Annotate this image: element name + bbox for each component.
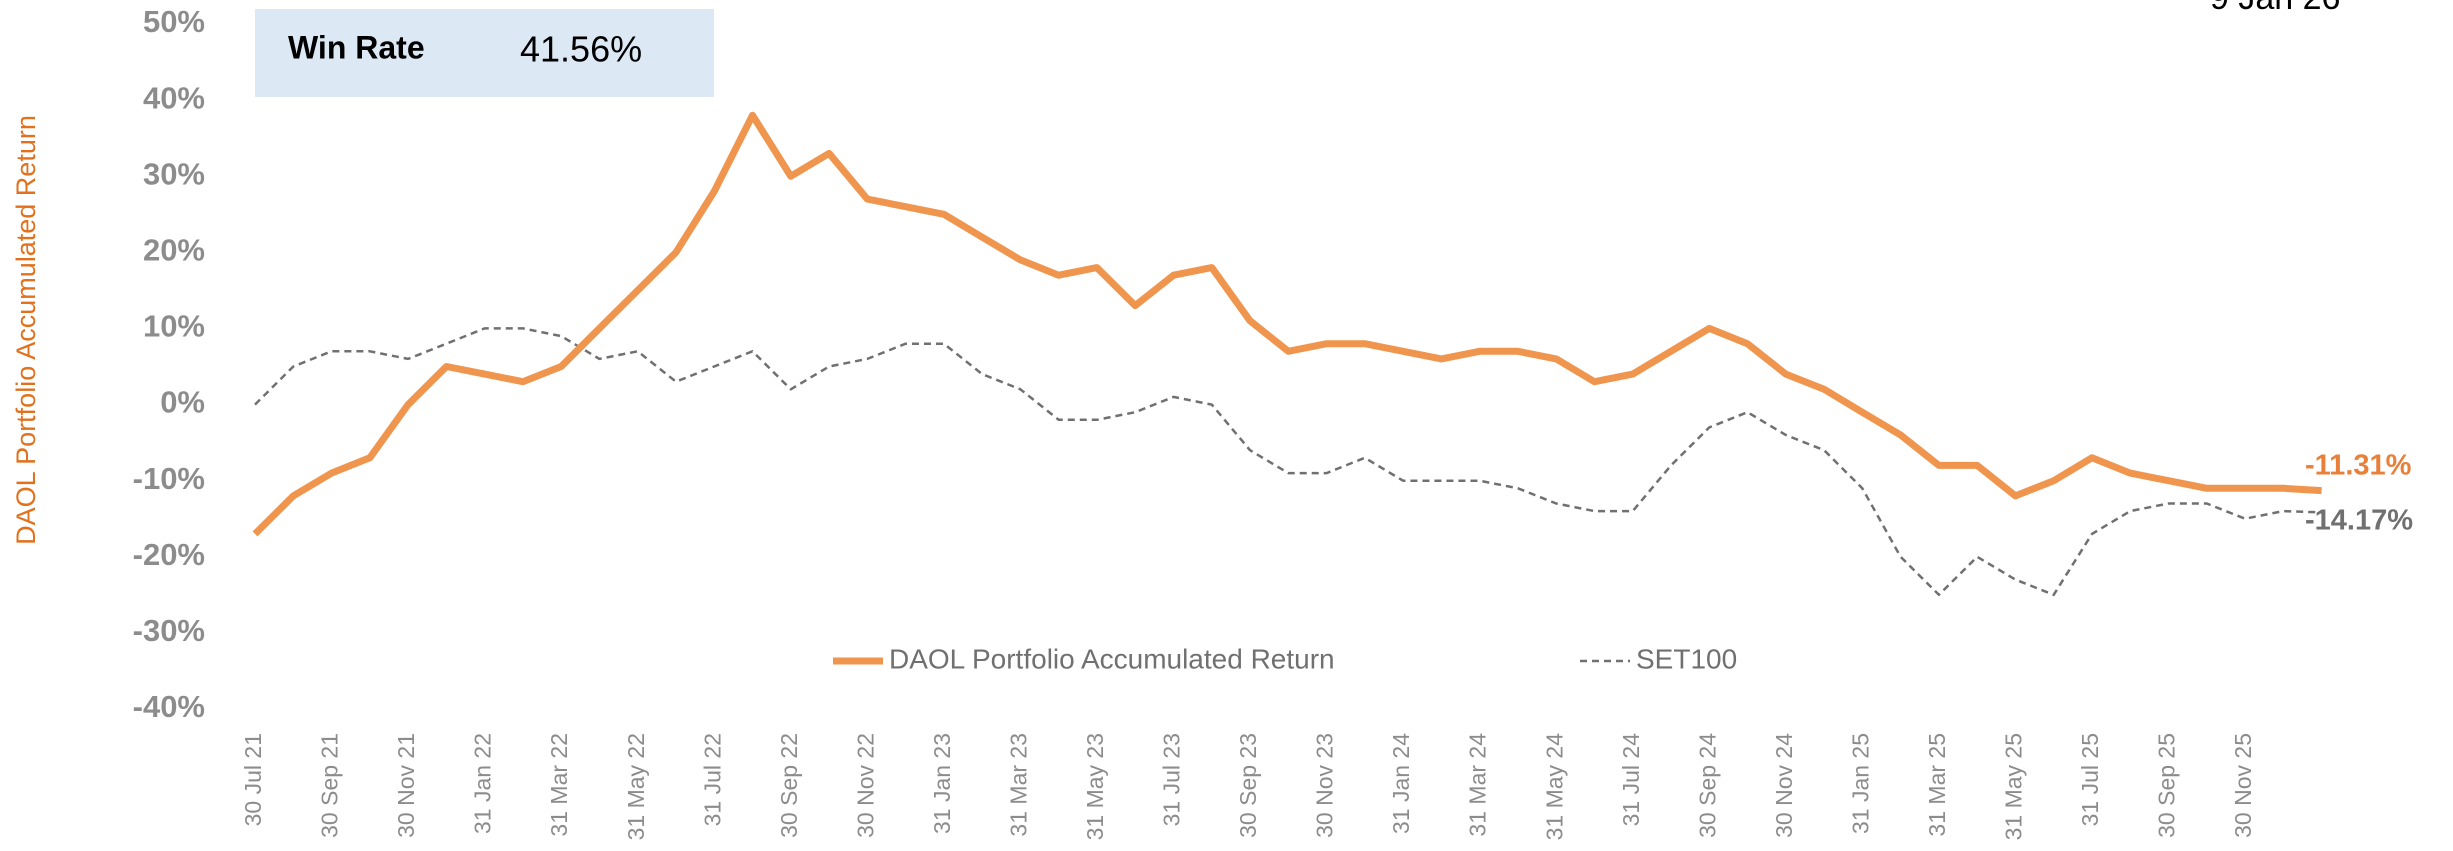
y-axis-title: DAOL Portfolio Accumulated Return — [11, 115, 41, 545]
series-line — [252, 111, 2322, 537]
x-tick-label: 30 Sep 24 — [1694, 733, 1720, 838]
x-tick-label: 31 May 23 — [1082, 733, 1108, 840]
x-tick-label: 31 May 25 — [2000, 733, 2026, 840]
x-tick-label: 30 Sep 23 — [1235, 733, 1261, 838]
legend-label: DAOL Portfolio Accumulated Return — [889, 643, 1335, 674]
end-label: -14.17% — [2305, 505, 2413, 537]
x-tick-label: 31 May 22 — [623, 733, 649, 840]
y-tick-label: 50% — [143, 4, 205, 39]
end-label: -11.31% — [2305, 450, 2412, 482]
x-tick-label: 31 Mar 23 — [1005, 733, 1031, 837]
x-tick-label: 30 Nov 25 — [2230, 733, 2256, 838]
x-tick-label: 31 Jul 23 — [1159, 733, 1185, 826]
y-tick-label: -10% — [133, 461, 205, 496]
y-tick-label: 0% — [160, 385, 205, 420]
x-tick-label: 31 Jul 22 — [699, 733, 725, 826]
x-tick-label: 30 Sep 25 — [2154, 733, 2180, 838]
x-tick-label: 31 Jul 25 — [2077, 733, 2103, 826]
y-tick-label: -30% — [133, 613, 205, 648]
y-tick-label: -20% — [133, 537, 205, 572]
x-tick-label: 31 Jan 25 — [1847, 733, 1873, 834]
x-tick-label: 30 Nov 24 — [1771, 733, 1797, 838]
series-line — [254, 327, 2322, 597]
x-tick-label: 31 Mar 25 — [1924, 733, 1950, 837]
x-tick-label: 31 Mar 22 — [546, 733, 572, 837]
x-tick-label: 31 Mar 24 — [1465, 733, 1491, 837]
x-tick-label: 31 May 24 — [1541, 733, 1567, 841]
x-tick-label: 30 Jul 21 — [240, 733, 266, 826]
x-tick-label: 31 Jan 24 — [1388, 733, 1414, 834]
x-tick-label: 31 Jul 24 — [1618, 733, 1644, 827]
legend-label: SET100 — [1636, 643, 1737, 674]
y-tick-label: -40% — [133, 689, 205, 724]
y-tick-label: 40% — [143, 80, 205, 115]
x-tick-label: 30 Sep 21 — [317, 733, 343, 838]
y-tick-label: 20% — [143, 233, 205, 268]
y-tick-label: 10% — [143, 309, 205, 344]
x-tick-label: 30 Nov 22 — [852, 733, 878, 838]
x-tick-label: 30 Sep 22 — [776, 733, 802, 838]
y-tick-label: 30% — [143, 156, 205, 191]
date-label: 9 Jan 26 — [2210, 0, 2340, 17]
x-tick-label: 30 Nov 23 — [1312, 733, 1338, 838]
x-tick-label: 31 Jan 22 — [470, 733, 496, 834]
win-rate-label: Win Rate — [288, 29, 425, 65]
win-rate-box — [255, 9, 714, 97]
win-rate-value: 41.56% — [520, 29, 642, 70]
x-tick-label: 31 Jan 23 — [929, 733, 955, 834]
x-tick-label: 30 Nov 21 — [393, 733, 419, 838]
